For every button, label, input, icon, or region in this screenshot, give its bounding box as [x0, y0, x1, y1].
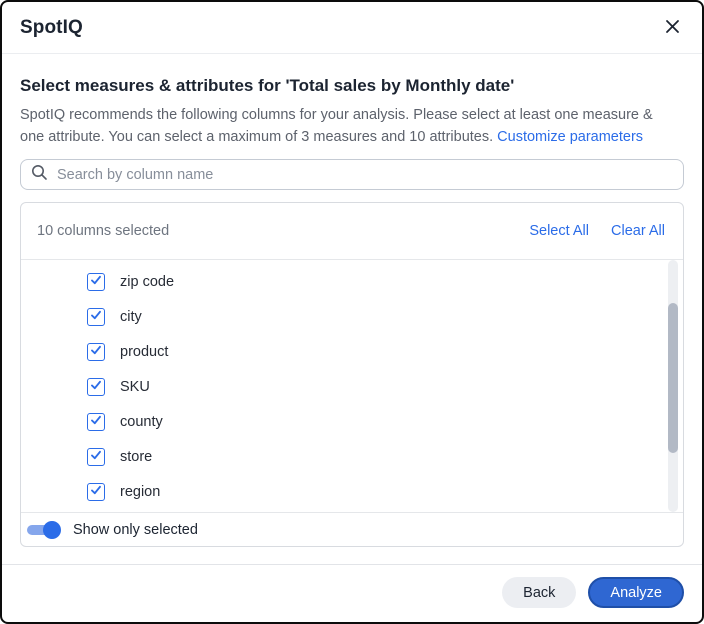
column-checkbox[interactable]: [87, 307, 105, 326]
column-checkbox[interactable]: [87, 377, 105, 396]
dialog-body: Select measures & attributes for 'Total …: [2, 54, 702, 560]
search-icon: [31, 164, 48, 186]
column-label: region: [120, 483, 161, 500]
column-label: county: [120, 413, 163, 430]
scrollbar-thumb[interactable]: [668, 303, 678, 453]
column-row[interactable]: county: [21, 404, 683, 439]
column-row[interactable]: store: [21, 439, 683, 474]
panel-header: 10 columns selected Select All Clear All: [21, 203, 683, 260]
select-all-link[interactable]: Select All: [529, 223, 589, 239]
page-title: Select measures & attributes for 'Total …: [20, 76, 515, 95]
check-icon: [90, 273, 102, 291]
description-body: SpotIQ recommends the following columns …: [20, 107, 653, 145]
customize-parameters-link[interactable]: Customize parameters: [497, 129, 644, 145]
panel-actions: Select All Clear All: [529, 223, 665, 239]
show-only-selected-label: Show only selected: [73, 521, 198, 538]
column-label: store: [120, 448, 153, 465]
dialog-footer: Back Analyze: [2, 564, 702, 622]
column-label: zip code: [120, 273, 175, 290]
close-button[interactable]: [660, 16, 684, 40]
column-label: product: [120, 343, 169, 360]
check-icon: [90, 308, 102, 326]
analyze-button[interactable]: Analyze: [588, 577, 684, 608]
column-checkbox[interactable]: [87, 412, 105, 431]
check-icon: [90, 413, 102, 431]
close-icon: [665, 19, 680, 37]
search-box[interactable]: [20, 159, 684, 190]
description-text: SpotIQ recommends the following columns …: [20, 104, 680, 148]
check-icon: [90, 448, 102, 466]
column-checkbox[interactable]: [87, 447, 105, 466]
show-only-selected-row: Show only selected: [21, 512, 683, 546]
back-button[interactable]: Back: [502, 577, 577, 608]
column-row[interactable]: SKU: [21, 369, 683, 404]
toggle-knob: [43, 520, 61, 539]
dialog-title: SpotIQ: [20, 16, 83, 38]
clear-all-link[interactable]: Clear All: [611, 223, 665, 239]
column-label: SKU: [120, 378, 150, 395]
column-label: city: [120, 308, 142, 325]
column-checkbox[interactable]: [87, 482, 105, 501]
column-row[interactable]: zip code: [21, 264, 683, 299]
column-row[interactable]: city: [21, 299, 683, 334]
column-checkbox[interactable]: [87, 272, 105, 291]
check-icon: [90, 343, 102, 361]
selected-count-label: 10 columns selected: [37, 223, 170, 239]
column-row[interactable]: region: [21, 474, 683, 509]
dialog-header: SpotIQ: [2, 2, 702, 54]
column-row[interactable]: product: [21, 334, 683, 369]
check-icon: [90, 483, 102, 501]
column-checkbox[interactable]: [87, 342, 105, 361]
show-only-selected-toggle[interactable]: [25, 520, 61, 540]
check-icon: [90, 378, 102, 396]
column-list-wrap: zip code city product SKU: [21, 260, 683, 512]
scrollbar-track[interactable]: [668, 260, 678, 512]
column-selection-panel: 10 columns selected Select All Clear All…: [20, 202, 684, 547]
search-input[interactable]: [57, 166, 673, 183]
column-list: zip code city product SKU: [21, 260, 683, 509]
